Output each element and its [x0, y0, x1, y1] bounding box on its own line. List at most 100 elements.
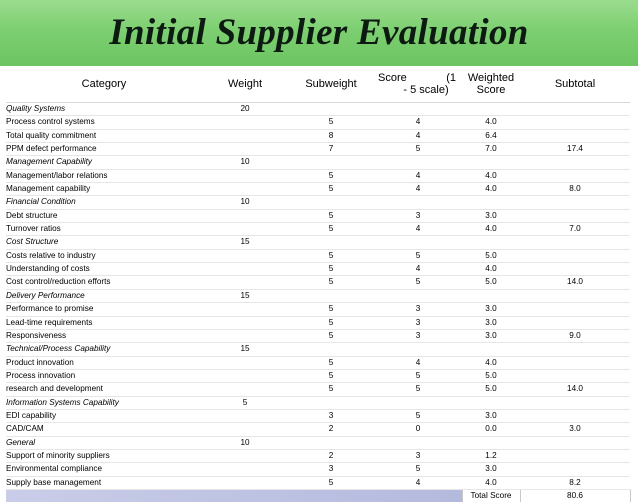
subtotal-value — [520, 356, 630, 369]
subtotal-value: 17.4 — [520, 143, 630, 156]
empty-cell — [288, 396, 374, 409]
score-value: 5 — [374, 249, 462, 262]
empty-cell — [202, 409, 288, 422]
empty-cell — [202, 383, 288, 396]
score-value: 4 — [374, 129, 462, 142]
empty-cell — [374, 396, 462, 409]
weighted-score-value: 1.2 — [462, 449, 520, 462]
criterion-name: Total quality commitment — [6, 129, 202, 142]
empty-cell — [462, 396, 520, 409]
criterion-name: Process innovation — [6, 369, 202, 382]
weighted-score-value: 4.0 — [462, 169, 520, 182]
empty-cell — [288, 343, 374, 356]
subtotal-value — [520, 449, 630, 462]
empty-cell — [374, 156, 462, 169]
empty-cell — [288, 196, 374, 209]
empty-cell — [462, 236, 520, 249]
empty-cell — [202, 303, 288, 316]
subtotal-value: 14.0 — [520, 383, 630, 396]
criterion-name: Understanding of costs — [6, 263, 202, 276]
category-name: Financial Condition — [6, 196, 202, 209]
empty-cell — [202, 249, 288, 262]
empty-cell — [462, 289, 520, 302]
score-value: 3 — [374, 329, 462, 342]
criterion-name: Cost control/reduction efforts — [6, 276, 202, 289]
criterion-name: Lead-time requirements — [6, 316, 202, 329]
subweight-value: 5 — [288, 169, 374, 182]
subweight-value: 5 — [288, 303, 374, 316]
criterion-name: Costs relative to industry — [6, 249, 202, 262]
empty-cell — [520, 156, 630, 169]
weighted-score-value: 0.0 — [462, 423, 520, 436]
empty-cell — [520, 196, 630, 209]
score-value: 5 — [374, 143, 462, 156]
weighted-score-value: 7.0 — [462, 143, 520, 156]
score-value: 4 — [374, 476, 462, 489]
subtotal-value: 8.2 — [520, 476, 630, 489]
subweight-value: 3 — [288, 409, 374, 422]
weighted-score-value: 3.0 — [462, 329, 520, 342]
subtotal-value — [520, 169, 630, 182]
weighted-score-value: 4.0 — [462, 223, 520, 236]
subweight-value: 2 — [288, 449, 374, 462]
score-value: 3 — [374, 303, 462, 316]
category-name: Management Capability — [6, 156, 202, 169]
category-name: Cost Structure — [6, 236, 202, 249]
subtotal-value: 9.0 — [520, 329, 630, 342]
criterion-name: Debt structure — [6, 209, 202, 222]
subweight-value: 5 — [288, 209, 374, 222]
category-weight: 15 — [202, 236, 288, 249]
score-value: 4 — [374, 183, 462, 196]
subtotal-value: 14.0 — [520, 276, 630, 289]
empty-cell — [202, 463, 288, 476]
subtotal-value — [520, 463, 630, 476]
subweight-value: 5 — [288, 116, 374, 129]
category-weight: 15 — [202, 343, 288, 356]
subtotal-value — [520, 316, 630, 329]
score-value: 5 — [374, 409, 462, 422]
empty-cell — [202, 223, 288, 236]
subweight-value: 7 — [288, 143, 374, 156]
subweight-value: 2 — [288, 423, 374, 436]
title-banner: Initial Supplier Evaluation — [0, 0, 638, 66]
total-score-value: 80.6 — [520, 489, 630, 502]
subtotal-value — [520, 409, 630, 422]
header-weighted-line1: Weighted — [462, 72, 520, 84]
subtotal-value: 7.0 — [520, 223, 630, 236]
empty-cell — [374, 103, 462, 116]
weighted-score-value: 5.0 — [462, 369, 520, 382]
empty-cell — [202, 329, 288, 342]
category-weight: 10 — [202, 196, 288, 209]
criterion-name: Responsiveness — [6, 329, 202, 342]
empty-cell — [462, 196, 520, 209]
criterion-name: Management/labor relations — [6, 169, 202, 182]
empty-cell — [374, 436, 462, 449]
subweight-value: 5 — [288, 329, 374, 342]
empty-cell — [520, 289, 630, 302]
weighted-score-value: 4.0 — [462, 116, 520, 129]
empty-cell — [462, 436, 520, 449]
score-value: 5 — [374, 463, 462, 476]
subweight-value: 5 — [288, 476, 374, 489]
empty-cell — [202, 449, 288, 462]
